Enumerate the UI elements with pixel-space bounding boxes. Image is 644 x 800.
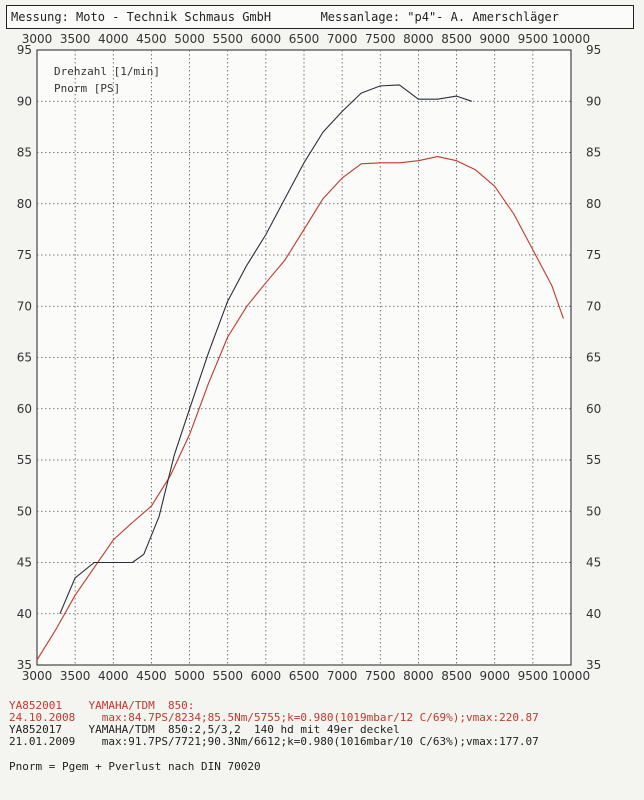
x-tick-label-top: 8000 <box>403 32 434 46</box>
series-line-2 <box>59 84 472 615</box>
x-tick-label-top: 7500 <box>365 32 396 46</box>
y-tick-label-right: 55 <box>586 453 601 467</box>
x-tick-label-bottom: 5500 <box>212 669 243 680</box>
y-tick-label-right: 85 <box>586 146 601 160</box>
x-tick-label-top: 3000 <box>22 32 53 46</box>
x-tick-label-top: 8500 <box>441 32 472 46</box>
y-tick-label-right: 90 <box>586 94 601 108</box>
x-tick-label-bottom: 9000 <box>479 669 510 680</box>
legend: Drehzahl [1/min] Pnorm [PS] <box>54 65 160 95</box>
y-tick-label-right: 80 <box>586 197 601 211</box>
x-tick-label-bottom: 8500 <box>441 669 472 680</box>
y-tick-label-right: 40 <box>586 607 601 621</box>
y-tick-label-right: 95 <box>586 43 601 57</box>
x-tick-label-top: 7000 <box>327 32 358 46</box>
x-tick-label-top: 9000 <box>479 32 510 46</box>
y-tick-label-left: 80 <box>17 197 32 211</box>
x-tick-label-top: 6000 <box>251 32 282 46</box>
series-layer <box>36 84 564 661</box>
run1-line1: YA852001 YAMAHA/TDM 850: <box>9 699 195 712</box>
y-tick-label-left: 45 <box>17 556 32 570</box>
x-tick-label-bottom: 9500 <box>518 669 549 680</box>
x-tick-label-bottom: 3000 <box>22 669 53 680</box>
y-tick-label-left: 65 <box>17 351 32 365</box>
x-tick-label-top: 6500 <box>289 32 320 46</box>
run2-line1: YA852017 YAMAHA/TDM 850:2,5/3,2 140 hd m… <box>9 723 400 736</box>
y-tick-label-left: 95 <box>17 43 32 57</box>
x-tick-label-bottom: 6000 <box>251 669 282 680</box>
y-tick-label-left: 60 <box>17 402 32 416</box>
power-chart: 3000 3000 3500 3500 4000 4000 4500 4500 5000 5000… <box>17 32 602 680</box>
y-tick-label-left: 40 <box>17 607 32 621</box>
x-tick-label-top: 4500 <box>136 32 167 46</box>
x-tick-label-bottom: 5000 <box>174 669 205 680</box>
y-tick-label-right: 35 <box>586 658 601 672</box>
y-tick-label-right: 60 <box>586 402 601 416</box>
y-tick-label-right: 75 <box>586 248 601 262</box>
series-line-1 <box>36 156 564 661</box>
x-tick-label-top: 5500 <box>212 32 243 46</box>
y-tick-label-right: 65 <box>586 351 601 365</box>
x-tick-label-bottom: 10000 <box>552 669 590 680</box>
run1-line2: 24.10.2008 max:84.7PS/8234;85.5Nm/5755;k… <box>9 711 539 724</box>
y-tick-label-left: 35 <box>17 658 32 672</box>
header-box: Messung: Moto - Technik Schmaus GmbH Mes… <box>6 5 634 29</box>
x-tick-label-top: 5000 <box>174 32 205 46</box>
din-note: Pnorm = Pgem + Pverlust nach DIN 70020 <box>9 760 261 773</box>
x-tick-label-bottom: 7000 <box>327 669 358 680</box>
y-tick-label-right: 70 <box>586 299 601 313</box>
y-tick-label-left: 70 <box>17 299 32 313</box>
y-tick-label-left: 85 <box>17 146 32 160</box>
x-tick-label-top: 4000 <box>98 32 129 46</box>
y-tick-label-left: 90 <box>17 94 32 108</box>
header-right-text: Messanlage: "p4"- A. Amerschläger <box>320 10 559 24</box>
run2-line2: 21.01.2009 max:91.7PS/7721;90.3Nm/6612;k… <box>9 735 539 748</box>
y-tick-label-left: 50 <box>17 504 32 518</box>
y-tick-label-right: 50 <box>586 504 601 518</box>
x-tick-label-top: 3500 <box>60 32 91 46</box>
x-tick-label-bottom: 7500 <box>365 669 396 680</box>
x-tick-label-top: 10000 <box>552 32 590 46</box>
x-tick-label-bottom: 8000 <box>403 669 434 680</box>
x-tick-label-bottom: 6500 <box>289 669 320 680</box>
legend-item-rpm: Drehzahl [1/min] <box>54 65 160 78</box>
y-tick-label-right: 45 <box>586 556 601 570</box>
x-tick-label-bottom: 4000 <box>98 669 129 680</box>
legend-item-power: Pnorm [PS] <box>54 82 120 95</box>
y-tick-label-left: 55 <box>17 453 32 467</box>
x-tick-label-bottom: 4500 <box>136 669 167 680</box>
header-left-text: Messung: Moto - Technik Schmaus GmbH <box>11 10 272 24</box>
x-tick-label-top: 9500 <box>518 32 549 46</box>
x-tick-label-bottom: 3500 <box>60 669 91 680</box>
tick-layer: 3000 3000 3500 3500 4000 4000 4500 4500 5000 5000… <box>17 32 602 680</box>
y-tick-label-left: 75 <box>17 248 32 262</box>
